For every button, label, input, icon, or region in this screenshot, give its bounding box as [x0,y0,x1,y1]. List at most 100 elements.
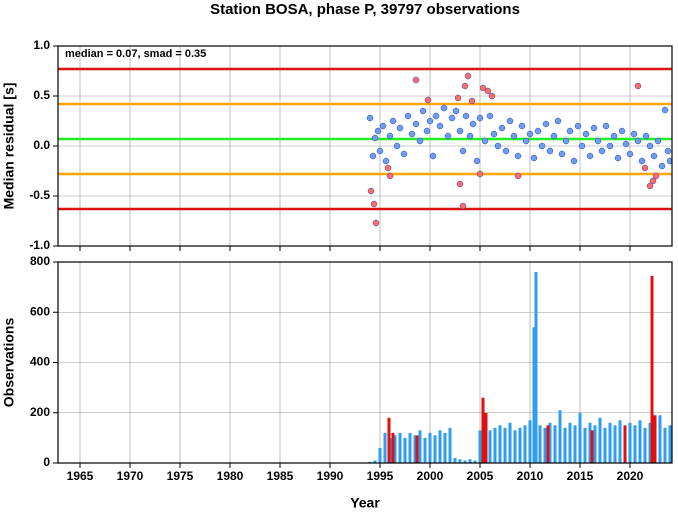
x-tick-label: 1965 [67,469,94,483]
bar [528,420,532,463]
point [412,120,420,128]
point [490,130,498,138]
bar [628,422,632,463]
point [466,132,474,140]
point [641,164,649,172]
point [479,84,487,92]
bar [393,435,397,463]
point [462,112,470,120]
bar [387,417,391,463]
x-tick-label: 2000 [417,469,444,483]
x-tick-label: 1995 [367,469,394,483]
point [514,172,522,180]
bar [438,430,442,463]
point [614,154,622,162]
point [370,200,378,208]
bar [478,430,482,463]
point [367,187,375,195]
y-tick-label: 600 [30,304,50,318]
bar [613,425,617,463]
point [374,127,382,135]
bar [481,397,485,463]
point [382,157,390,165]
point [590,124,598,132]
bar [668,425,672,463]
point [454,94,462,102]
point [666,157,672,165]
point [626,150,634,158]
point [530,154,538,162]
bar [488,430,492,463]
bar [598,417,602,463]
point [459,202,467,210]
point [444,132,452,140]
point [518,122,526,130]
y-tick-label: -1.0 [29,238,50,252]
point [473,157,481,165]
point [440,104,448,112]
point [396,124,404,132]
point [630,130,638,138]
point [404,112,412,120]
bar [623,425,627,463]
bar [653,415,657,463]
bar [463,460,467,463]
bar [503,427,507,463]
bar [643,427,647,463]
point [372,219,380,227]
point [610,132,618,140]
bar [493,427,497,463]
x-tick-label: 1980 [217,469,244,483]
point [646,182,654,190]
point [586,152,594,160]
bar [448,427,452,463]
bar [391,432,395,463]
point [412,76,420,84]
point [650,152,658,160]
bar [650,275,654,463]
point [642,132,650,140]
bar [423,437,427,463]
y-tick-label: 800 [30,254,50,268]
bar [648,422,652,463]
y-tick-label: -0.5 [29,188,50,202]
point [416,137,424,145]
bar [532,327,536,463]
point [634,137,642,145]
bar [558,410,562,463]
point [554,117,562,125]
y-axis-label: Observations [1,318,17,408]
point [476,170,484,178]
point [649,177,657,185]
point [386,172,394,180]
bar [546,425,550,463]
point [424,96,432,104]
x-tick-label: 1985 [267,469,294,483]
point [408,130,416,138]
bar [573,425,577,463]
point [546,147,554,155]
point [664,147,672,155]
point [654,137,662,145]
x-tick-label: 1970 [117,469,144,483]
bar [568,422,572,463]
bar [408,432,412,463]
bar [415,435,419,463]
y-tick-label: 1.0 [33,38,50,52]
point [366,114,374,122]
bar [588,422,592,463]
bar [608,422,612,463]
bar [373,460,377,463]
point [456,127,464,135]
point [638,157,646,165]
x-tick-label: 2005 [467,469,494,483]
point [618,127,626,135]
x-tick-label: 1975 [167,469,194,483]
bar [518,427,522,463]
point [389,117,397,125]
point [542,120,550,128]
point [459,147,467,155]
bar [563,427,567,463]
point [369,152,377,160]
point [484,87,492,95]
